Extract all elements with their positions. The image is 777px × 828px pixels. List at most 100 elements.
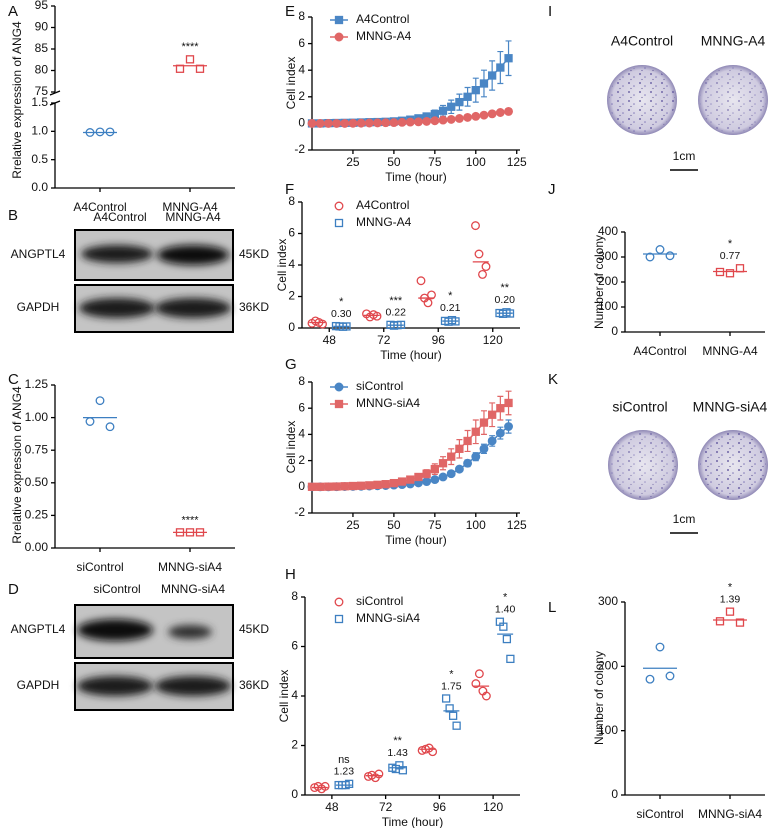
x-tick-label: 100 (466, 518, 486, 532)
row-label: ANGPTL4 (11, 622, 66, 636)
data-point (356, 118, 366, 128)
data-point (479, 418, 489, 427)
legend-marker (334, 201, 344, 211)
data-point (471, 221, 480, 231)
colony-image-i: I A4Control MNNG-A4 1cm (548, 3, 768, 171)
y-tick-label: 0.00 (25, 540, 49, 554)
column-label: siControl (612, 399, 667, 415)
x-tick-label: 25 (346, 155, 360, 169)
ratio-label: 0.20 (495, 294, 516, 306)
size-label: 36KD (239, 678, 269, 692)
y-tick-label: 0.5 (31, 152, 48, 166)
y-tick-label: 0 (298, 116, 305, 130)
data-point (735, 618, 745, 627)
column-label: A4Control (93, 210, 146, 224)
data-point (340, 118, 350, 128)
data-point (665, 671, 675, 681)
data-point (356, 481, 366, 490)
y-tick-label: -2 (294, 505, 305, 519)
data-point (389, 478, 399, 488)
colonies (609, 67, 675, 133)
data-point (324, 482, 333, 491)
significance-label: ** (500, 282, 509, 294)
significance-label: *** (389, 295, 403, 307)
panel-label: I (548, 3, 552, 20)
data-point (504, 422, 513, 431)
ratio-label: 1.40 (495, 604, 516, 616)
data-point (455, 444, 464, 453)
band (155, 676, 231, 696)
data-point (735, 264, 745, 273)
legend-label: MNNG-A4 (356, 29, 412, 43)
data-point (488, 410, 497, 419)
y-tick-label: 0.50 (25, 475, 49, 489)
x-tick-label: MNNG-siA4 (698, 807, 762, 821)
legend-marker (334, 32, 344, 42)
significance-label: * (448, 290, 453, 302)
x-axis-title: Time (hour) (385, 533, 447, 547)
row-label: GAPDH (17, 300, 60, 314)
band (155, 298, 231, 318)
colonies (700, 432, 766, 498)
data-point (430, 116, 440, 126)
y-tick-label: 75 (35, 84, 49, 98)
data-point (315, 118, 325, 128)
y-axis-title: Cell index (277, 670, 291, 723)
data-point (428, 747, 438, 757)
data-point (414, 472, 423, 482)
y-axis-title: Rrelative expression of ANG4 (10, 21, 24, 179)
y-axis-title: Number of colony (592, 235, 606, 329)
y-tick-label: 85 (35, 41, 49, 55)
y-axis-title: Cell index (284, 421, 298, 474)
data-point (504, 398, 513, 408)
y-tick-label: 1.00 (25, 410, 49, 424)
data-point (438, 106, 448, 115)
data-point (481, 691, 491, 701)
data-point (422, 477, 432, 487)
x-tick-label: 48 (325, 800, 339, 814)
data-point (488, 71, 497, 80)
column-label: A4Control (611, 33, 673, 49)
x-tick-label: 125 (507, 518, 527, 532)
data-point (373, 480, 382, 489)
ratio-label: 0.21 (440, 302, 461, 314)
data-point (655, 245, 665, 254)
data-point (455, 97, 464, 107)
size-label: 45KD (239, 622, 269, 636)
data-point (715, 617, 725, 626)
data-point (398, 766, 408, 775)
data-point (487, 436, 497, 446)
data-point (318, 319, 327, 329)
y-tick-label: 2 (298, 89, 305, 103)
ratio-label: 0.77 (720, 250, 741, 262)
data-point (307, 118, 317, 128)
y-tick-label: 0.0 (31, 180, 48, 194)
legend-label: siControl (356, 594, 403, 608)
y-tick-label: 0 (611, 324, 618, 338)
ratio-label: 1.75 (441, 680, 462, 692)
x-tick-label: MNNG-siA4 (158, 560, 222, 574)
colony-image-k: K siControl MNNG-siA4 1cm (548, 371, 768, 534)
y-tick-label: 0 (291, 787, 298, 801)
y-tick-label: 2 (298, 453, 305, 467)
data-point (496, 63, 505, 72)
significance-label: ns (338, 754, 350, 766)
significance-label: ** (393, 735, 402, 747)
data-point (95, 396, 105, 406)
data-point (332, 482, 341, 491)
legend-marker (334, 382, 344, 392)
column-label: MNNG-A4 (701, 33, 766, 49)
column-label: MNNG-A4 (165, 210, 221, 224)
data-point (320, 781, 330, 791)
panel-label: C (8, 371, 19, 388)
y-tick-label: 1.5 (31, 95, 48, 109)
scale-label: 1cm (673, 149, 696, 163)
significance-label: * (728, 238, 733, 250)
data-point (495, 428, 505, 438)
y-tick-label: 0.75 (25, 442, 49, 456)
data-point (448, 711, 458, 720)
data-point (185, 55, 195, 64)
legend-marker (334, 218, 344, 228)
x-tick-label: siControl (76, 560, 123, 574)
